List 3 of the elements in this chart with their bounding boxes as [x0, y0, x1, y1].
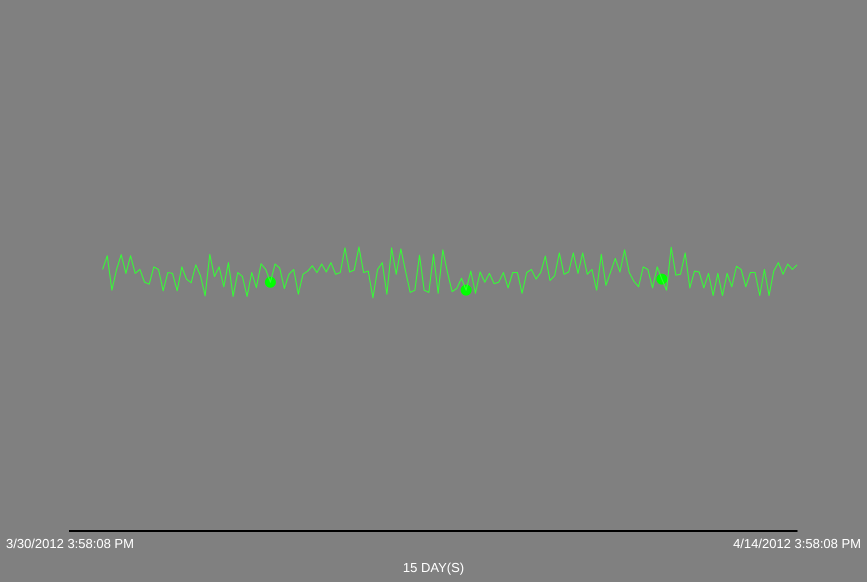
x-axis-title: 15 DAY(S): [402, 560, 464, 575]
x-tick-label: 4/14/2012 3:58:08 PM: [733, 536, 862, 552]
x-tick-label: 3/30/2012 3:58:08 PM: [6, 536, 134, 552]
